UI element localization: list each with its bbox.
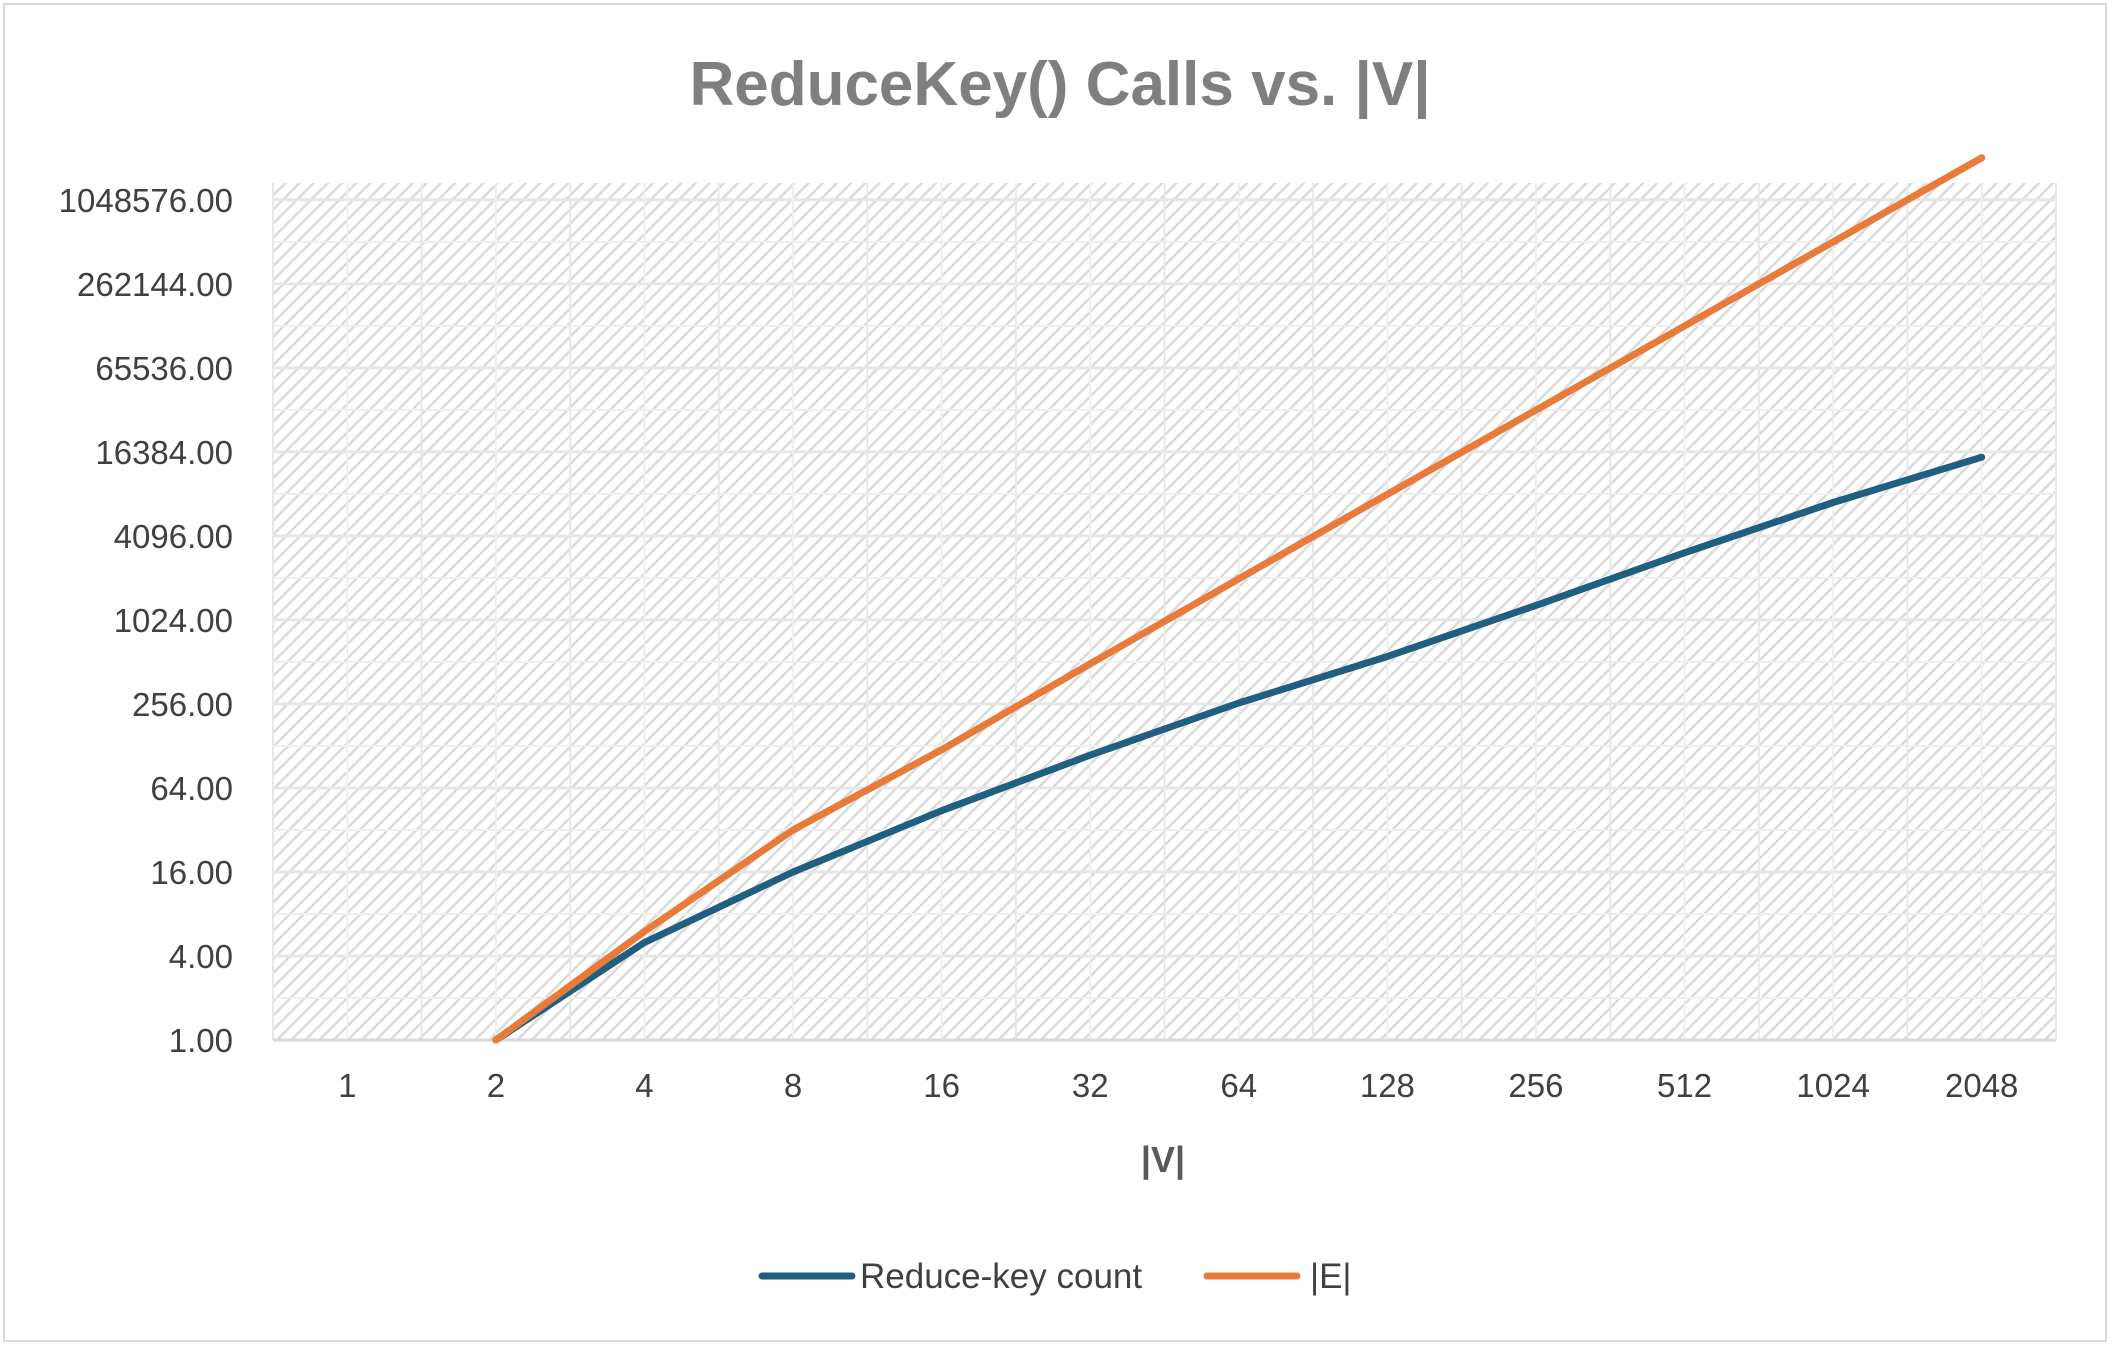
x-tick-label: 32 bbox=[1072, 1067, 1109, 1104]
gridlines bbox=[272, 183, 2057, 1042]
x-tick-label: 64 bbox=[1220, 1067, 1257, 1104]
y-tick-label: 64.00 bbox=[150, 770, 233, 807]
legend: Reduce-key count |E| bbox=[758, 1257, 1352, 1296]
x-tick-label: 128 bbox=[1360, 1067, 1415, 1104]
legend-label-reduce-key-count: Reduce-key count bbox=[860, 1257, 1142, 1296]
y-tick-label: 4.00 bbox=[169, 938, 233, 975]
y-tick-label: 4096.00 bbox=[114, 518, 233, 555]
x-axis-ticks: 1 2 4 8 16 32 64 128 256 512 1024 2048 bbox=[338, 1067, 2018, 1104]
y-tick-label: 16384.00 bbox=[95, 434, 233, 471]
series-line-1 bbox=[492, 154, 1986, 1044]
y-tick-label: 1024.00 bbox=[114, 602, 233, 639]
y-tick-label: 1.00 bbox=[169, 1022, 233, 1059]
chart-title: ReduceKey() Calls vs. |V| bbox=[689, 50, 1430, 120]
series-lines bbox=[492, 154, 1986, 1044]
x-tick-label: 1 bbox=[338, 1067, 356, 1104]
y-tick-label: 16.00 bbox=[150, 854, 233, 891]
x-axis-title: |V| bbox=[1141, 1139, 1185, 1181]
x-tick-label: 8 bbox=[784, 1067, 802, 1104]
x-tick-label: 4 bbox=[635, 1067, 653, 1104]
y-tick-label: 262144.00 bbox=[77, 266, 233, 303]
legend-label-edge-count: |E| bbox=[1310, 1257, 1352, 1296]
series-line-0 bbox=[492, 453, 1986, 1044]
y-axis-ticks: 1.00 4.00 16.00 64.00 256.00 1024.00 4096.00 16… bbox=[59, 182, 233, 1059]
y-tick-label: 65536.00 bbox=[95, 350, 233, 387]
x-tick-label: 512 bbox=[1657, 1067, 1712, 1104]
x-tick-label: 2 bbox=[487, 1067, 505, 1104]
x-tick-label: 256 bbox=[1508, 1067, 1563, 1104]
x-tick-label: 16 bbox=[923, 1067, 960, 1104]
y-tick-label: 256.00 bbox=[132, 686, 233, 723]
x-tick-label: 1024 bbox=[1796, 1067, 1869, 1104]
y-tick-label: 1048576.00 bbox=[59, 182, 233, 219]
x-tick-label: 2048 bbox=[1945, 1067, 2018, 1104]
